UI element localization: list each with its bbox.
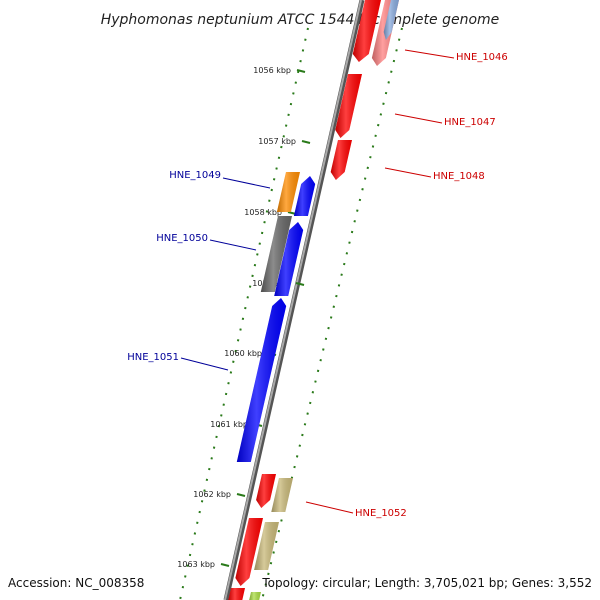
gene-arrow-shading: [274, 222, 304, 296]
gene-arrow-shading: [293, 176, 316, 216]
kbp-tick-label: 1060 kbp: [224, 349, 262, 358]
gene-label[interactable]: HNE_1052: [355, 508, 407, 519]
gene-arrow-shading: [352, 0, 381, 62]
gene-arrow-shading: [235, 518, 263, 586]
gene-arrow-shading: [254, 522, 279, 570]
kbp-tick-label: 1061 kbp: [210, 420, 248, 429]
gene-arrow-shading: [330, 140, 352, 180]
gene-arrow-shading: [335, 74, 362, 138]
genome-backbone-highlight: [224, 0, 362, 600]
gene-features: [228, 0, 399, 600]
gene-arrow-shading: [276, 172, 300, 212]
gene-arrow-shading: [256, 474, 276, 508]
topology-text: Topology: circular; Length: 3,705,021 bp…: [261, 576, 592, 590]
gene-arrow-shading: [249, 592, 261, 600]
gene-label[interactable]: HNE_1046: [456, 52, 508, 63]
map-title: Hyphomonas neptunium ATCC 15444, complet…: [101, 12, 500, 28]
gene-arrow-shading: [260, 216, 292, 292]
gene-arrow-shading: [236, 298, 287, 462]
gene-arrow-shading: [228, 588, 245, 600]
kbp-tick-mark: [296, 69, 306, 73]
gene-label[interactable]: HNE_1047: [444, 117, 496, 128]
gene-label[interactable]: HNE_1048: [433, 171, 485, 182]
gene-label-leader: [180, 357, 229, 371]
kbp-tick-label: 1063 kbp: [177, 560, 215, 569]
gene-label[interactable]: HNE_1049: [169, 170, 221, 181]
gene-label-leader: [394, 113, 443, 124]
gene-label-leader: [384, 167, 432, 178]
gene-label-leader: [209, 239, 257, 251]
kbp-tick-label: 1062 kbp: [193, 490, 231, 499]
gene-label-leader: [404, 49, 455, 59]
kbp-tick-mark: [295, 282, 305, 286]
gene-arrow-shading: [383, 0, 399, 40]
kbp-tick-label: 1058 kbp: [244, 208, 282, 217]
kbp-tick-mark: [220, 563, 230, 567]
kbp-tick-mark: [236, 493, 246, 497]
gene-label[interactable]: HNE_1050: [156, 233, 208, 244]
gene-label-leader: [222, 177, 271, 189]
gene-arrow-shading: [271, 478, 293, 512]
kbp-tick-label: 1056 kbp: [253, 66, 291, 75]
gene-label-leader: [305, 501, 354, 514]
gene-labels: HNE_1046 HNE_1047 HNE_1048 HNE_1049 HNE_1050…: [127, 49, 508, 519]
kbp-tick-label: 1057 kbp: [258, 137, 296, 146]
accession-text: Accession: NC_008358: [8, 576, 144, 590]
kbp-tick-mark: [301, 140, 311, 144]
gene-label[interactable]: HNE_1051: [127, 352, 179, 363]
